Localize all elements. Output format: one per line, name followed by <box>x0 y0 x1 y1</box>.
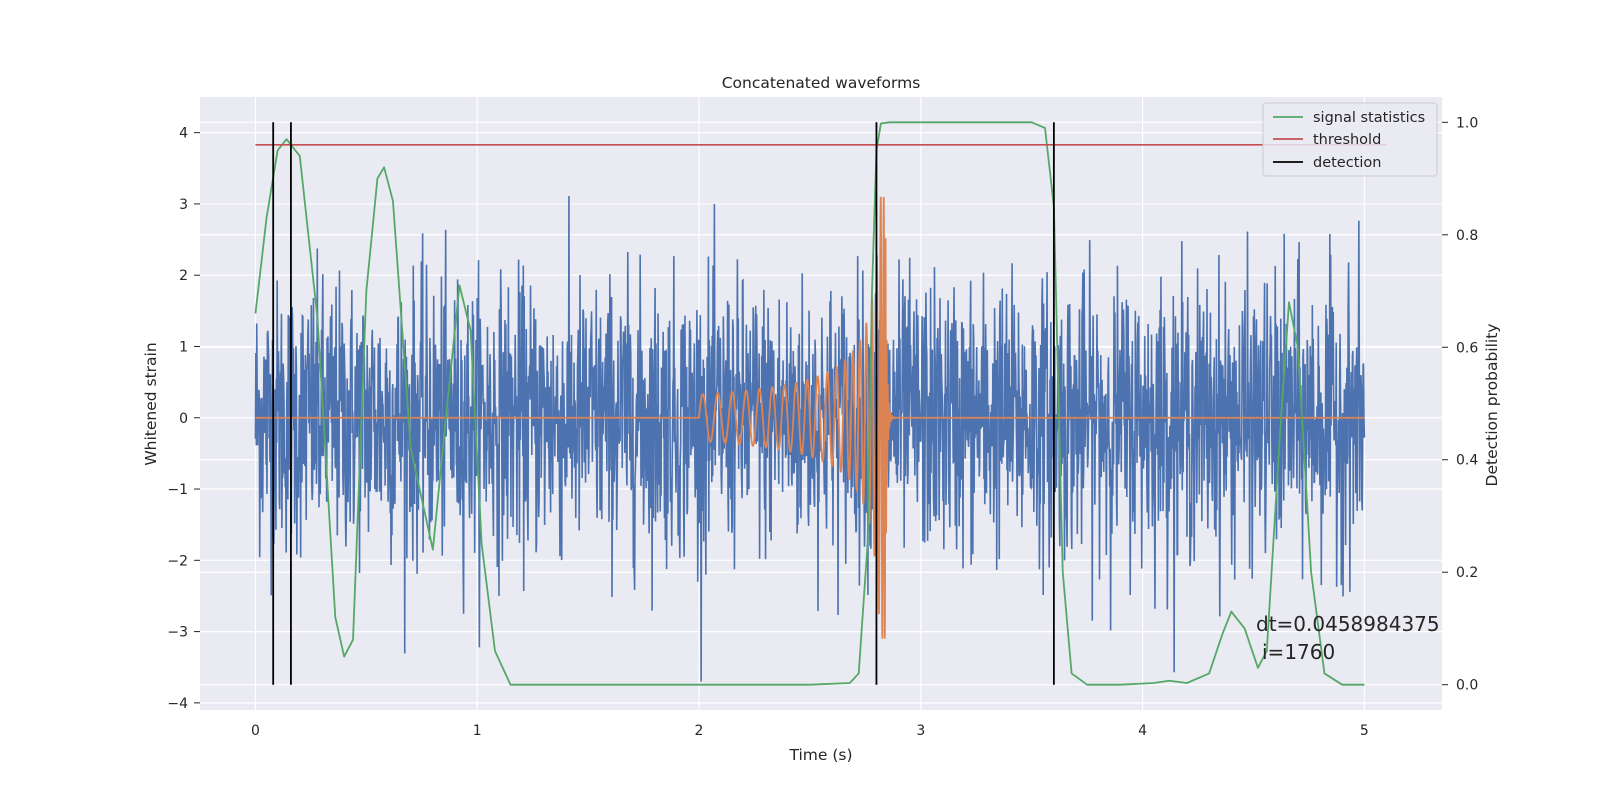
annotation-i: i=1760 <box>1262 640 1335 664</box>
y2-tick-label: 0.8 <box>1456 228 1478 244</box>
legend-label-detection: detection <box>1313 155 1381 171</box>
y-tick-label: 2 <box>179 268 188 284</box>
legend: signal statistics threshold detection <box>1262 102 1438 177</box>
x-tick-label: 3 <box>916 723 925 739</box>
legend-label-statistics: signal statistics <box>1313 110 1425 126</box>
chart-title: Concatenated waveforms <box>722 74 921 92</box>
legend-label-threshold: threshold <box>1313 132 1381 148</box>
annotation-dt: dt=0.0458984375 <box>1256 612 1440 636</box>
y2-tick-label: 0.4 <box>1456 453 1478 469</box>
statistics-line <box>254 121 1365 686</box>
x-tick-label: 5 <box>1360 723 1369 739</box>
y-tick-label: −1 <box>167 482 188 498</box>
signal-line <box>255 196 1365 639</box>
y-tick-label: 4 <box>179 126 188 142</box>
y2-axis-title: Detection probability <box>1483 324 1501 487</box>
ticks: 0 1 2 3 4 5 4 3 2 1 0 −1 −2 −3 −4 1.0 0.8 0.6 0.4 0.2 0.0 <box>167 115 1478 739</box>
x-tick-label: 1 <box>473 723 482 739</box>
y-tick-label: 1 <box>179 339 188 355</box>
y-tick-label: −4 <box>167 696 188 712</box>
y-axis-title: Whitened strain <box>142 342 160 465</box>
y2-tick-label: 0.0 <box>1456 678 1478 694</box>
y-tick-label: 0 <box>179 411 188 427</box>
x-axis-title: Time (s) <box>788 746 852 764</box>
x-tick-label: 0 <box>251 723 260 739</box>
y2-tick-label: 0.6 <box>1456 340 1478 356</box>
legend-box <box>1262 102 1438 177</box>
signal-series <box>255 196 1365 639</box>
x-tick-label: 2 <box>695 723 704 739</box>
y-tick-label: −3 <box>167 625 188 641</box>
y2-tick-label: 1.0 <box>1456 115 1478 131</box>
x-tick-label: 4 <box>1138 723 1147 739</box>
y2-tick-label: 0.2 <box>1456 565 1478 581</box>
statistics-series <box>254 121 1365 686</box>
detection-series <box>272 122 1055 685</box>
y-tick-label: −2 <box>167 553 188 569</box>
y-tick-label: 3 <box>179 197 188 213</box>
